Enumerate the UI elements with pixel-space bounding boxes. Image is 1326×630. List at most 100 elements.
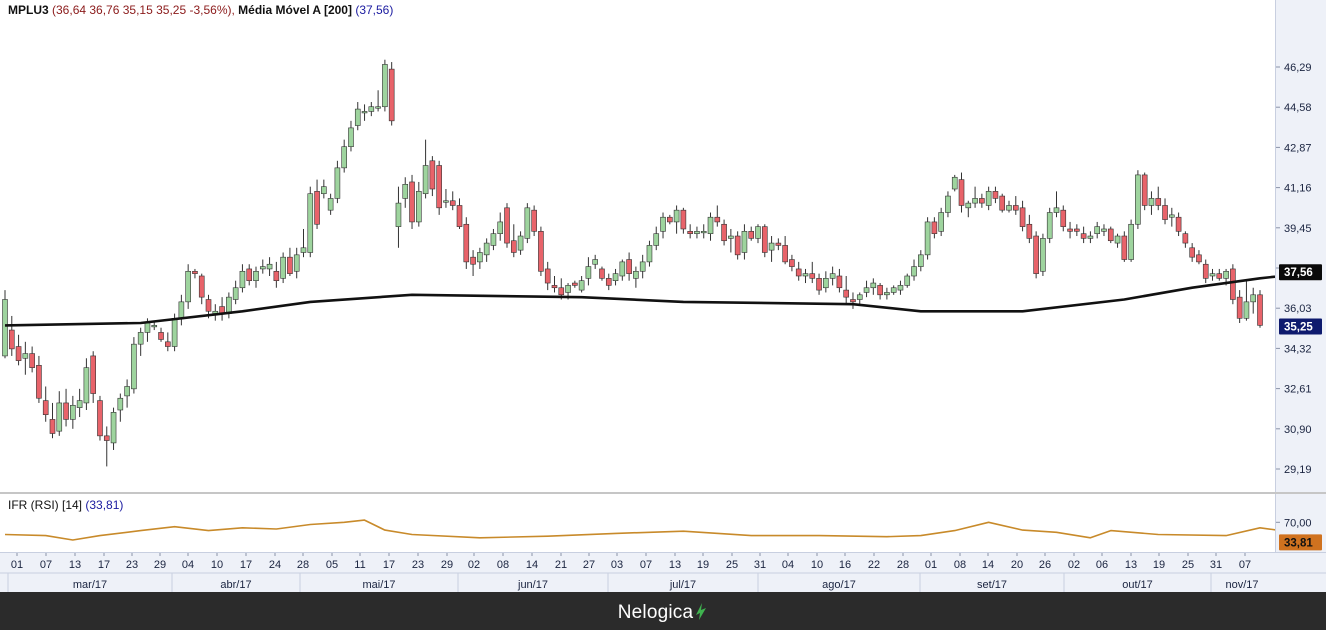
- day-tick-label: 20: [1011, 559, 1023, 571]
- candle-body: [90, 355, 96, 394]
- candle: [63, 388, 69, 427]
- day-tick-label: 28: [897, 559, 909, 571]
- candle-body: [884, 292, 890, 296]
- day-tick-label: 17: [98, 559, 110, 571]
- candle-body: [1236, 296, 1243, 319]
- candle: [680, 207, 687, 234]
- candle: [124, 379, 130, 408]
- candle-body: [1148, 198, 1155, 206]
- day-tick-label: 23: [126, 559, 138, 571]
- candle: [470, 250, 476, 276]
- candle-body: [904, 275, 911, 286]
- candle-body: [870, 282, 877, 289]
- candle-body: [795, 268, 802, 277]
- candle: [1006, 200, 1012, 213]
- candle: [768, 236, 775, 262]
- date-axis[interactable]: 01 07 13 17 23 29 04 10 17 24 28 05 11 17 23 29 02 08 14 21…: [0, 552, 1326, 593]
- candle: [483, 238, 490, 262]
- candle-body: [985, 191, 992, 206]
- candle-body: [171, 318, 178, 347]
- candle: [382, 59, 388, 112]
- candle: [198, 273, 205, 305]
- candle-body: [1209, 273, 1216, 277]
- candle: [110, 407, 117, 450]
- price-tick-label: 34,32: [1284, 343, 1312, 355]
- candle: [1162, 198, 1168, 225]
- price-axis[interactable]: 46,2944,5842,8741,1639,4537,7436,0334,32…: [1275, 0, 1326, 492]
- candle: [795, 261, 802, 281]
- candle-body: [538, 231, 544, 272]
- candle-body: [137, 332, 144, 345]
- panel-divider[interactable]: [0, 492, 1326, 494]
- day-tick-label: 22: [868, 559, 880, 571]
- candle: [436, 160, 442, 215]
- candle-body: [572, 282, 578, 286]
- candle-body: [1080, 233, 1087, 239]
- day-tick-label: 02: [468, 559, 480, 571]
- month-label: jun/17: [517, 579, 548, 591]
- price-tick-label: 41,16: [1284, 183, 1312, 195]
- day-tick-label: 06: [1096, 559, 1108, 571]
- candle: [755, 224, 761, 244]
- candle-body: [843, 289, 849, 298]
- candle-body: [1053, 207, 1060, 213]
- candle: [572, 280, 578, 288]
- candle-body: [965, 202, 972, 209]
- candle: [1012, 196, 1019, 215]
- candle-body: [1141, 174, 1148, 206]
- candle: [1101, 224, 1107, 237]
- candle: [687, 224, 693, 239]
- candle-body: [124, 386, 130, 397]
- candle: [789, 254, 795, 272]
- candle-body: [714, 216, 721, 223]
- month-label: ago/17: [822, 579, 856, 591]
- price-panel[interactable]: MPLU3 (36,64 36,76 35,15 35,25 -3,56%), …: [0, 0, 1275, 492]
- candle-body: [382, 64, 388, 108]
- candle: [700, 224, 707, 239]
- candle: [1080, 226, 1087, 244]
- rsi-chart[interactable]: [0, 494, 1275, 552]
- candle: [1107, 226, 1114, 244]
- candle-body: [97, 400, 103, 437]
- candle-body: [782, 245, 788, 263]
- rsi-header: IFR (RSI) [14] (33,81): [8, 498, 123, 512]
- rsi-panel[interactable]: IFR (RSI) [14] (33,81): [0, 494, 1275, 552]
- nelogica-logo: Nelogica: [0, 601, 1326, 624]
- candle-body: [911, 266, 917, 277]
- day-tick-label: 02: [1068, 559, 1080, 571]
- candle-body: [192, 270, 198, 274]
- candle: [951, 174, 958, 192]
- candlestick-chart[interactable]: [0, 0, 1275, 492]
- day-tick-label: 08: [954, 559, 966, 571]
- candle-body: [198, 275, 205, 298]
- candle-body: [653, 233, 660, 246]
- month-label: mar/17: [73, 579, 107, 591]
- candle: [443, 189, 449, 208]
- candle: [76, 388, 83, 418]
- candle-body: [103, 435, 110, 441]
- last-price-badge-bg: [1279, 318, 1322, 335]
- day-tick-label: 08: [497, 559, 509, 571]
- candle: [809, 261, 816, 284]
- candle-body: [1175, 216, 1182, 232]
- candle-body: [979, 198, 985, 204]
- ohlc-readout: (36,64 36,76 35,15 35,25 -3,56%),: [52, 3, 235, 17]
- candle-body: [1006, 205, 1012, 211]
- month-label: set/17: [977, 579, 1007, 591]
- day-tick-label: 27: [583, 559, 595, 571]
- rsi-axis[interactable]: 70,00 33,81: [1275, 494, 1326, 552]
- price-tick-label: 39,45: [1284, 223, 1312, 235]
- candle: [334, 160, 341, 204]
- candle-body: [375, 106, 381, 109]
- candle-body: [931, 221, 938, 234]
- day-tick-label: 21: [555, 559, 567, 571]
- day-tick-label: 03: [611, 559, 623, 571]
- candle: [931, 217, 938, 239]
- candle: [300, 228, 307, 258]
- candle-body: [897, 285, 904, 291]
- candle-body: [524, 207, 531, 239]
- candle: [612, 268, 619, 286]
- candle: [667, 214, 673, 225]
- candle: [1209, 268, 1216, 281]
- candle-body: [1182, 233, 1189, 244]
